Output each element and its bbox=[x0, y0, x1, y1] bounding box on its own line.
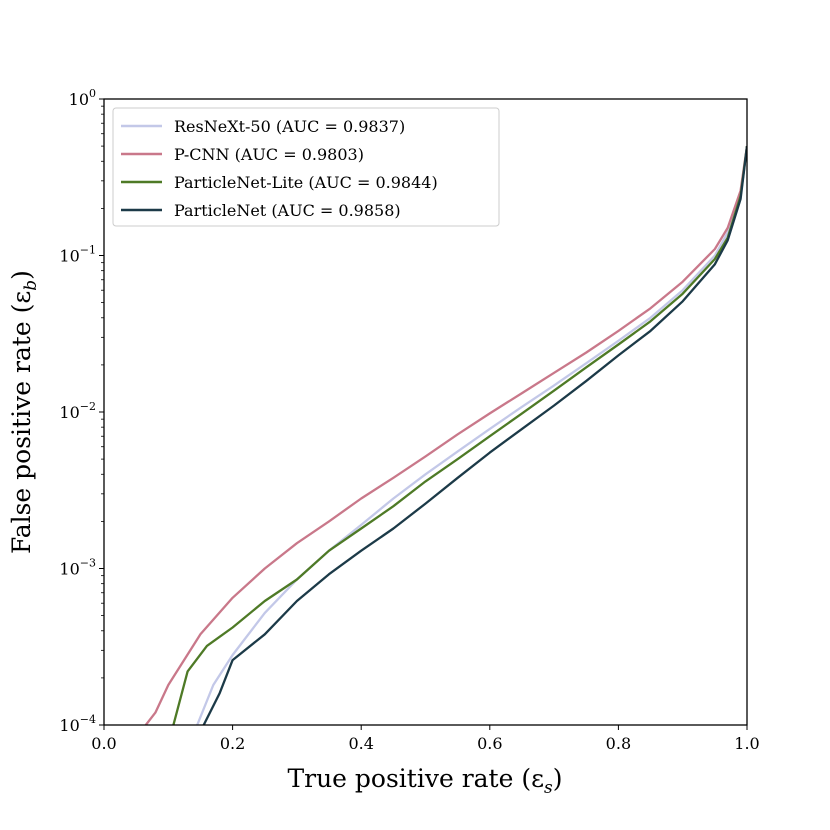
x-tick-label: 1.0 bbox=[734, 734, 759, 753]
series-line-2 bbox=[144, 145, 747, 725]
legend-label-1: ResNeXt-50 (AUC = 0.9837) bbox=[174, 117, 405, 136]
y-tick-label: 100 bbox=[69, 87, 96, 109]
legend-label-4: ParticleNet (AUC = 0.9858) bbox=[174, 201, 401, 220]
series-line-3 bbox=[172, 145, 747, 725]
y-tick-label: 10−4 bbox=[59, 713, 96, 735]
x-tick-label: 0.8 bbox=[606, 734, 631, 753]
x-tick-label: 0.2 bbox=[220, 734, 245, 753]
x-axis-label: True positive rate (εs) bbox=[287, 764, 562, 798]
y-tick-label: 10−3 bbox=[59, 557, 96, 579]
y-axis-label: False positive rate (εb) bbox=[7, 270, 41, 554]
y-tick-label: 10−1 bbox=[59, 244, 96, 266]
legend-box bbox=[112, 107, 500, 227]
y-tick-label: 10−2 bbox=[59, 400, 96, 422]
x-tick-label: 0.0 bbox=[91, 734, 116, 753]
x-tick-label: 0.4 bbox=[348, 734, 373, 753]
x-tick-label: 0.6 bbox=[477, 734, 502, 753]
y-axis-label-subscript: b bbox=[21, 280, 41, 291]
series-layer bbox=[144, 145, 747, 725]
legend-label-3: ParticleNet-Lite (AUC = 0.9844) bbox=[174, 173, 438, 192]
x-axis: 0.0 0.2 0.4 0.6 0.8 1.0 bbox=[91, 725, 760, 753]
x-axis-label-subscript: s bbox=[544, 778, 553, 798]
legend: ResNeXt-50 (AUC = 0.9837) P-CNN (AUC = 0.… bbox=[112, 107, 500, 227]
legend-label-2: P-CNN (AUC = 0.9803) bbox=[174, 145, 364, 164]
y-axis: 10−4 10−3 10−2 10−1 100 bbox=[59, 87, 104, 735]
series-line-4 bbox=[202, 145, 747, 725]
series-line-1 bbox=[196, 145, 747, 725]
